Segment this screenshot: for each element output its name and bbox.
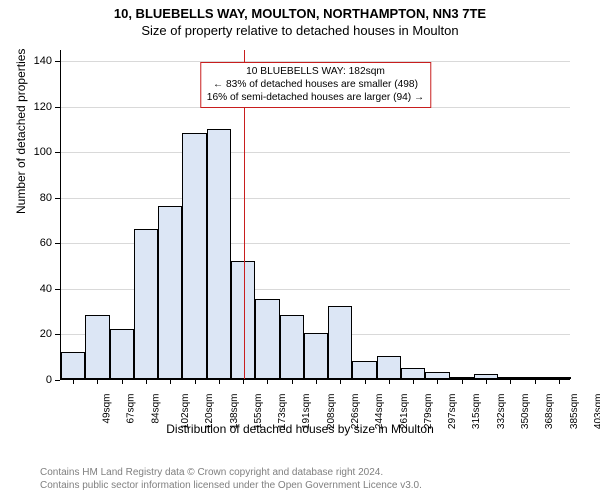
histogram-bar <box>255 299 279 379</box>
gridline <box>61 152 570 153</box>
chart-container: Number of detached properties 0 20 40 60 80 1… <box>0 44 600 444</box>
x-tick-mark <box>365 379 366 384</box>
y-tick-label: 80 <box>0 192 52 204</box>
histogram-bar <box>280 315 304 379</box>
x-tick-mark <box>510 379 511 384</box>
histogram-bar <box>182 133 206 379</box>
histogram-bar <box>352 361 376 379</box>
x-tick-mark <box>292 379 293 384</box>
histogram-bar <box>85 315 109 379</box>
histogram-bar <box>158 206 182 379</box>
x-tick-mark <box>122 379 123 384</box>
title-address: 10, BLUEBELLS WAY, MOULTON, NORTHAMPTON,… <box>0 6 600 21</box>
histogram-bar <box>207 129 231 379</box>
histogram-bar <box>134 229 158 379</box>
y-tick-label: 40 <box>0 283 52 295</box>
x-tick-mark <box>340 379 341 384</box>
x-tick-mark <box>486 379 487 384</box>
y-tick-label: 100 <box>0 146 52 158</box>
attribution: Contains HM Land Registry data © Crown c… <box>0 460 600 500</box>
histogram-bar <box>401 368 425 379</box>
callout-line1: 10 BLUEBELLS WAY: 182sqm <box>207 66 424 79</box>
y-axis-label: Number of detached properties <box>14 49 28 214</box>
plot-area: 10 BLUEBELLS WAY: 182sqm ← 83% of detach… <box>60 50 570 380</box>
x-tick-label: 67sqm <box>126 394 137 424</box>
y-tick-mark <box>55 380 60 381</box>
x-tick-mark <box>389 379 390 384</box>
x-tick-mark <box>73 379 74 384</box>
callout-line3: 16% of semi-detached houses are larger (… <box>207 92 424 105</box>
x-tick-mark <box>243 379 244 384</box>
gridline <box>61 198 570 199</box>
x-tick-label: 49sqm <box>102 394 113 424</box>
y-tick-label: 140 <box>0 55 52 67</box>
callout-box: 10 BLUEBELLS WAY: 182sqm ← 83% of detach… <box>200 62 431 108</box>
x-tick-mark <box>267 379 268 384</box>
x-axis-label: Distribution of detached houses by size … <box>0 422 600 436</box>
histogram-bar <box>61 352 85 379</box>
x-tick-mark <box>535 379 536 384</box>
histogram-bar <box>110 329 134 379</box>
x-tick-mark <box>413 379 414 384</box>
histogram-bar <box>425 372 449 379</box>
y-tick-label: 120 <box>0 101 52 113</box>
y-tick-label: 0 <box>0 374 52 386</box>
histogram-bar <box>231 261 255 379</box>
histogram-bar <box>377 356 401 379</box>
histogram-bar <box>328 306 352 379</box>
x-tick-mark <box>462 379 463 384</box>
x-tick-mark <box>219 379 220 384</box>
x-tick-mark <box>170 379 171 384</box>
histogram-bar <box>304 333 328 379</box>
x-tick-mark <box>559 379 560 384</box>
x-tick-mark <box>437 379 438 384</box>
x-tick-label: 84sqm <box>150 394 161 424</box>
attribution-line2: Contains public sector information licen… <box>40 479 592 492</box>
x-tick-mark <box>146 379 147 384</box>
x-tick-mark <box>195 379 196 384</box>
callout-line2: ← 83% of detached houses are smaller (49… <box>207 79 424 92</box>
x-tick-mark <box>97 379 98 384</box>
x-tick-mark <box>316 379 317 384</box>
title-subtitle: Size of property relative to detached ho… <box>0 23 600 38</box>
chart-titles: 10, BLUEBELLS WAY, MOULTON, NORTHAMPTON,… <box>0 0 600 38</box>
y-tick-label: 20 <box>0 328 52 340</box>
y-tick-label: 60 <box>0 237 52 249</box>
attribution-line1: Contains HM Land Registry data © Crown c… <box>40 466 592 479</box>
